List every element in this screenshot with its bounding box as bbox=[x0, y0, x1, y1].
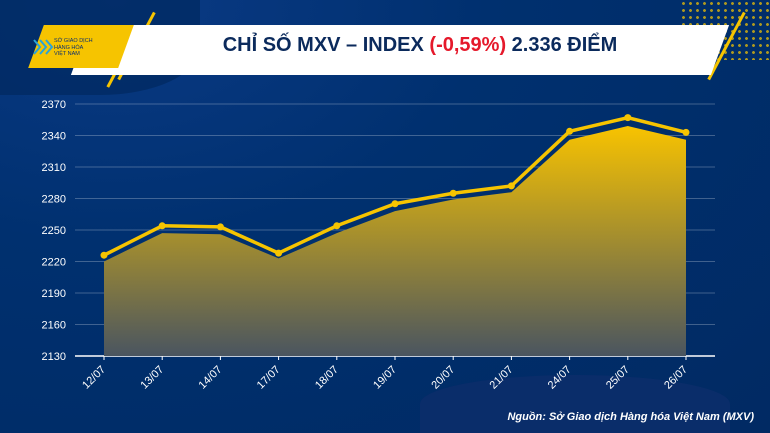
x-tick-label: 18/07 bbox=[313, 364, 341, 392]
y-tick-label: 2220 bbox=[42, 257, 66, 269]
y-tick-label: 2340 bbox=[42, 131, 66, 143]
x-tick-label: 14/07 bbox=[197, 364, 225, 392]
data-point bbox=[624, 114, 632, 122]
logo-icon bbox=[33, 39, 54, 55]
data-point bbox=[100, 251, 108, 259]
x-tick-label: 26/07 bbox=[662, 364, 690, 392]
x-tick-label: 24/07 bbox=[546, 364, 574, 392]
data-point bbox=[216, 223, 224, 231]
y-tick-label: 2190 bbox=[42, 288, 66, 300]
decor-shape bbox=[420, 375, 730, 433]
x-tick-label: 12/07 bbox=[80, 364, 108, 392]
data-point bbox=[682, 128, 690, 136]
x-tick-label: 17/07 bbox=[255, 364, 283, 392]
title-prefix: CHỈ SỐ MXV – INDEX bbox=[222, 34, 430, 56]
y-tick-label: 2310 bbox=[42, 162, 66, 174]
x-tick-label: 21/07 bbox=[488, 364, 516, 392]
logo-line: VIỆT NAM bbox=[54, 51, 80, 57]
y-tick-label: 2250 bbox=[42, 225, 66, 237]
data-point bbox=[566, 127, 574, 135]
data-point bbox=[275, 249, 283, 257]
data-point bbox=[158, 222, 166, 230]
title-change: (-0,59%) bbox=[429, 34, 507, 56]
logo-line: HÀNG HÓA bbox=[54, 44, 84, 51]
x-tick-label: 19/07 bbox=[371, 364, 399, 392]
source-note: Nguồn: Sở Giao dịch Hàng hóa Việt Nam (M… bbox=[507, 411, 754, 423]
data-point bbox=[391, 200, 399, 208]
logo-text: SỞ GIAO DỊCH HÀNG HÓA VIỆT NAM bbox=[54, 38, 104, 58]
x-tick-label: 13/07 bbox=[138, 364, 166, 392]
y-tick-label: 2160 bbox=[42, 320, 66, 332]
x-tick-label: 20/07 bbox=[429, 364, 457, 392]
y-tick-label: 2370 bbox=[42, 99, 66, 111]
area-series bbox=[104, 126, 686, 356]
x-tick-label: 25/07 bbox=[604, 364, 632, 392]
data-point bbox=[507, 182, 515, 190]
title-suffix: 2.336 ĐIỂM bbox=[506, 34, 618, 56]
y-tick-label: 2280 bbox=[42, 194, 66, 206]
page-title: CHỈ SỐ MXV – INDEX (-0,59%) 2.336 ĐIỂM bbox=[150, 34, 690, 57]
logo-line: SỞ GIAO DỊCH bbox=[54, 38, 93, 44]
y-tick-label: 2130 bbox=[42, 351, 66, 363]
data-point bbox=[449, 189, 457, 197]
data-point bbox=[333, 222, 341, 230]
